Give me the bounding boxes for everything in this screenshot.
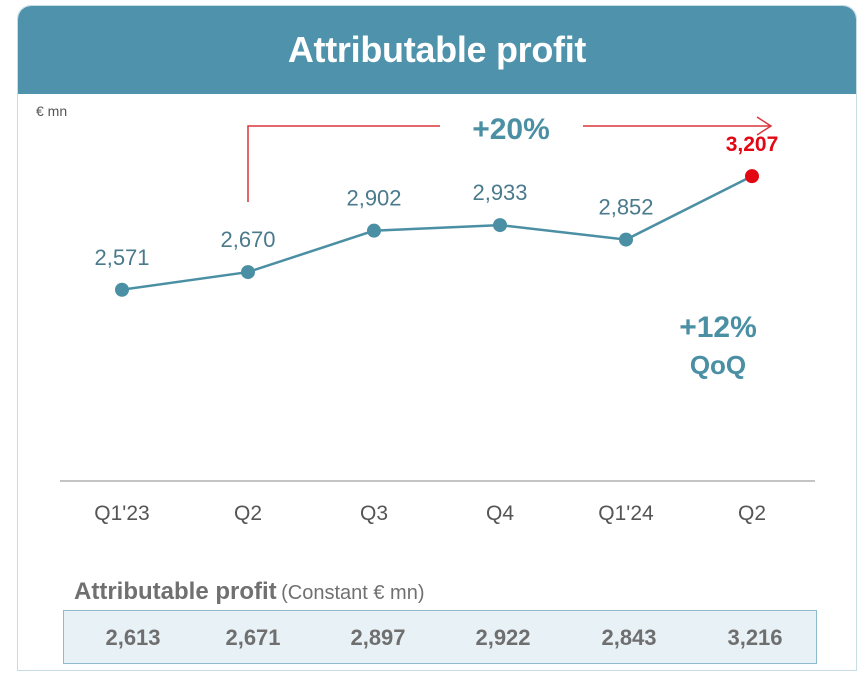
data-label: 2,571 (94, 245, 149, 270)
constant-table-title: Attributable profit (Constant € mn) (74, 578, 424, 606)
qoq-label-annotation: QoQ (690, 350, 746, 380)
constant-table-main-title: Attributable profit (74, 578, 277, 605)
constant-value-cell: 2,613 (105, 625, 161, 650)
line-chart: Q1'23 Q2 Q3 Q4 Q1'24 Q2 2,571 2,670 2,902 2,933 2,… (60, 113, 815, 525)
constant-value-cell: 2,922 (475, 625, 531, 650)
qoq-value-annotation: +12% (679, 311, 757, 344)
highlight-data-point (745, 169, 759, 184)
chart-title: Attributable profit (287, 29, 587, 70)
constant-value-cell: 3,216 (727, 625, 783, 650)
data-point (115, 282, 129, 297)
data-point (241, 265, 255, 280)
x-tick-label: Q1'23 (94, 502, 149, 525)
constant-value-cell: 2,671 (225, 625, 281, 650)
series-line (121, 175, 753, 291)
constant-value-cell: 2,897 (350, 625, 406, 650)
data-label: 2,852 (598, 195, 653, 220)
constant-value-cell: 2,843 (601, 625, 657, 650)
x-tick-label: Q1'24 (598, 502, 654, 525)
data-label: 2,670 (220, 227, 275, 252)
constant-table: 2,613 2,671 2,897 2,922 2,843 3,216 (63, 610, 817, 664)
yoy-arrowhead (756, 116, 773, 136)
x-tick-label: Q4 (486, 502, 514, 525)
x-tick-label: Q2 (738, 502, 766, 525)
x-tick-label: Q3 (360, 502, 388, 525)
x-tick-label: Q2 (234, 502, 262, 525)
unit-label: € mn (36, 103, 68, 119)
constant-table-subtitle: (Constant € mn) (281, 582, 425, 604)
data-point (493, 218, 507, 233)
card-header: Attributable profit (18, 6, 856, 94)
data-label: 2,933 (472, 180, 527, 205)
data-point (619, 232, 633, 247)
data-label: 2,902 (346, 186, 401, 211)
data-point (367, 223, 381, 238)
yoy-annotation: +20% (472, 113, 550, 146)
chart-card: Attributable profit € mn Q1'23 Q2 Q3 Q4 Q1'2… (17, 5, 857, 671)
data-label: 3,207 (726, 133, 779, 156)
yoy-bracket-left (247, 125, 440, 202)
